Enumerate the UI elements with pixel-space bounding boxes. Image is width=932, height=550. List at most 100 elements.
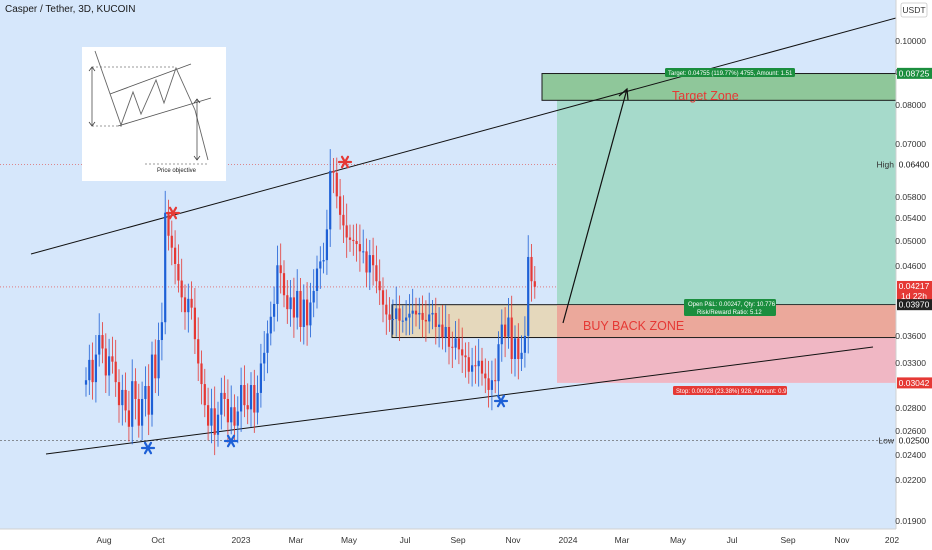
candle-body [220,392,223,415]
candle-body [527,256,530,336]
candle-body [174,247,177,264]
candle-body [121,389,124,406]
candle-body [144,386,147,399]
candle-body [170,235,173,248]
candle-body [421,312,424,320]
candle-body [494,380,497,382]
time-ticks: Aug Oct 2023 Mar May Jul Sep Nov 2024 Mar May Jul Se… [96,535,899,545]
price-tick-label: 0.04600 [895,261,926,271]
entry-price-label: 0.03970 [899,300,930,310]
currency-label: USDT [902,5,925,15]
time-tick-label: Oct [151,535,165,545]
high-price-tag [897,158,932,170]
candle-body [306,299,309,326]
candle-body [342,214,345,226]
candle-body [424,319,427,322]
candle-body [167,212,170,236]
candle-body [292,297,295,318]
candle-body [391,319,394,321]
pnl-line-1: Open P&L: 0.00247, Qty: 10.776 [688,302,776,308]
candle-body [444,326,447,338]
candle-body [150,354,154,415]
candle-body [200,363,203,385]
candle-body [464,355,467,358]
currency-badge[interactable]: USDT [900,2,928,18]
candle-body [345,225,348,238]
stop-price-tag [897,377,932,389]
candle-body [375,265,378,282]
candle-body [286,295,289,310]
bar-countdown-label: 1d 22h [901,291,927,301]
target-info-tag: Target: 0.04755 (119.77%) 4755, Amount: … [665,68,795,77]
stop-info-text: Stop: 0.00928 (23.38%) 928, Amount: 0.9 [676,389,787,395]
chart-title: Casper / Tether, 3D, KUCOIN [5,4,135,15]
candle-body [372,255,375,266]
candle-body [447,326,451,347]
candle-body [273,303,276,317]
target-info-text: Target: 0.04755 (119.77%) 4755, Amount: … [668,71,793,77]
candle-body [332,170,335,173]
lower-trendline[interactable] [45,346,874,455]
candle-body [94,354,97,383]
candle-body [362,251,365,253]
time-tick-label: Jul [400,535,411,545]
candle-body [428,314,431,322]
profit-zone [557,100,896,305]
price-tick-label: 0.02600 [895,426,926,436]
candle-body [438,324,441,327]
entry-price-tag [897,299,932,311]
candle-body [216,414,220,435]
stop-price-label: 0.03042 [899,378,930,388]
candle-body [418,312,421,315]
target-zone-label: Target Zone [672,89,739,103]
candle-body [276,265,279,304]
price-tick-label: 0.02800 [895,403,926,413]
candle-body [319,261,322,269]
candle-body [348,237,352,240]
candle-body [533,281,536,287]
price-axis-panel[interactable] [896,0,932,550]
pivot-markers [140,155,509,455]
candle-body [84,380,88,385]
candle-body [315,268,319,291]
candle-body [329,170,332,230]
inset-upper-line [109,63,192,95]
price-tick-label: 0.03600 [895,331,926,341]
price-ticks: 0.100000.090000.080000.070000.058000.054… [895,36,926,526]
candle-body [401,320,404,322]
candle-body [520,352,523,359]
candle-body [210,408,213,426]
candle-body [477,360,480,367]
candle-body [289,297,292,310]
candle-body [451,346,454,348]
candle-body [335,172,338,197]
blue-pivot-marker [223,434,239,448]
candle-body [193,307,196,340]
candle-body [523,335,526,353]
price-tick-label: 0.03300 [895,358,926,368]
candle-body [127,410,130,427]
time-tick-label: Mar [289,535,304,545]
candle-body [223,392,226,399]
candle-body [180,280,183,298]
candle-body [88,359,91,381]
candle-body [114,361,117,383]
candle-body [457,338,460,350]
candle-body [160,322,163,341]
candle-body [131,381,134,427]
time-axis-panel[interactable] [0,529,932,550]
candle-body [108,356,111,376]
time-tick-label: May [670,535,687,545]
target-arrow[interactable] [562,87,629,324]
candle-body [530,256,533,282]
candle-body [164,212,167,323]
low-price-label: 0.02500 [899,436,930,446]
candle-body [279,265,282,274]
candle-body [461,349,464,356]
candle-body [358,244,361,252]
candle-body [183,297,187,313]
price-tick-label: 0.01900 [895,516,926,526]
candle-body [484,373,487,379]
price-tick-label: 0.10000 [895,36,926,46]
